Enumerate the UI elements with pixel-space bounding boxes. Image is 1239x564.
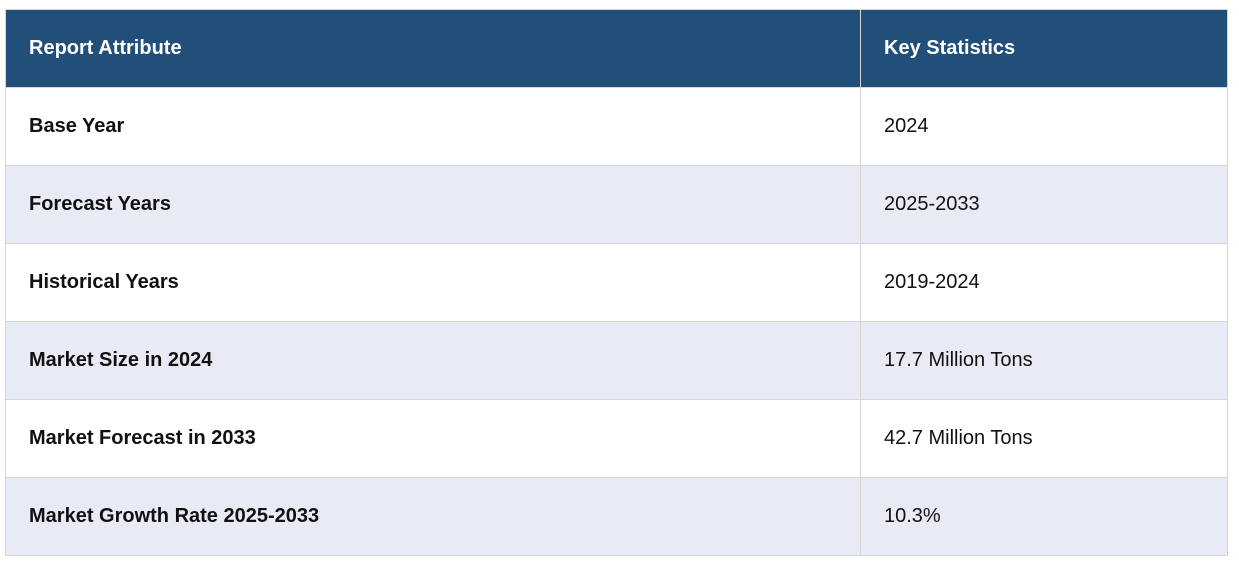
row-attribute: Forecast Years xyxy=(5,165,861,244)
row-attribute: Market Growth Rate 2025-2033 xyxy=(5,477,861,556)
row-attribute: Market Size in 2024 xyxy=(5,321,861,400)
table-row: Forecast Years 2025-2033 xyxy=(5,165,1228,244)
row-value: 2025-2033 xyxy=(860,165,1228,244)
row-value: 2024 xyxy=(860,87,1228,166)
row-value: 17.7 Million Tons xyxy=(860,321,1228,400)
table-row: Base Year 2024 xyxy=(5,87,1228,166)
table-row: Market Growth Rate 2025-2033 10.3% xyxy=(5,477,1228,556)
table-header-row: Report Attribute Key Statistics xyxy=(5,9,1228,88)
table-row: Market Size in 2024 17.7 Million Tons xyxy=(5,321,1228,400)
table-row: Historical Years 2019-2024 xyxy=(5,243,1228,322)
header-key-statistics: Key Statistics xyxy=(860,9,1228,88)
report-stats-table: Report Attribute Key Statistics Base Yea… xyxy=(5,9,1228,556)
row-attribute: Base Year xyxy=(5,87,861,166)
header-report-attribute: Report Attribute xyxy=(5,9,861,88)
row-value: 10.3% xyxy=(860,477,1228,556)
row-attribute: Market Forecast in 2033 xyxy=(5,399,861,478)
table-row: Market Forecast in 2033 42.7 Million Ton… xyxy=(5,399,1228,478)
row-attribute: Historical Years xyxy=(5,243,861,322)
report-stats-table-container: Report Attribute Key Statistics Base Yea… xyxy=(5,9,1228,556)
row-value: 2019-2024 xyxy=(860,243,1228,322)
row-value: 42.7 Million Tons xyxy=(860,399,1228,478)
